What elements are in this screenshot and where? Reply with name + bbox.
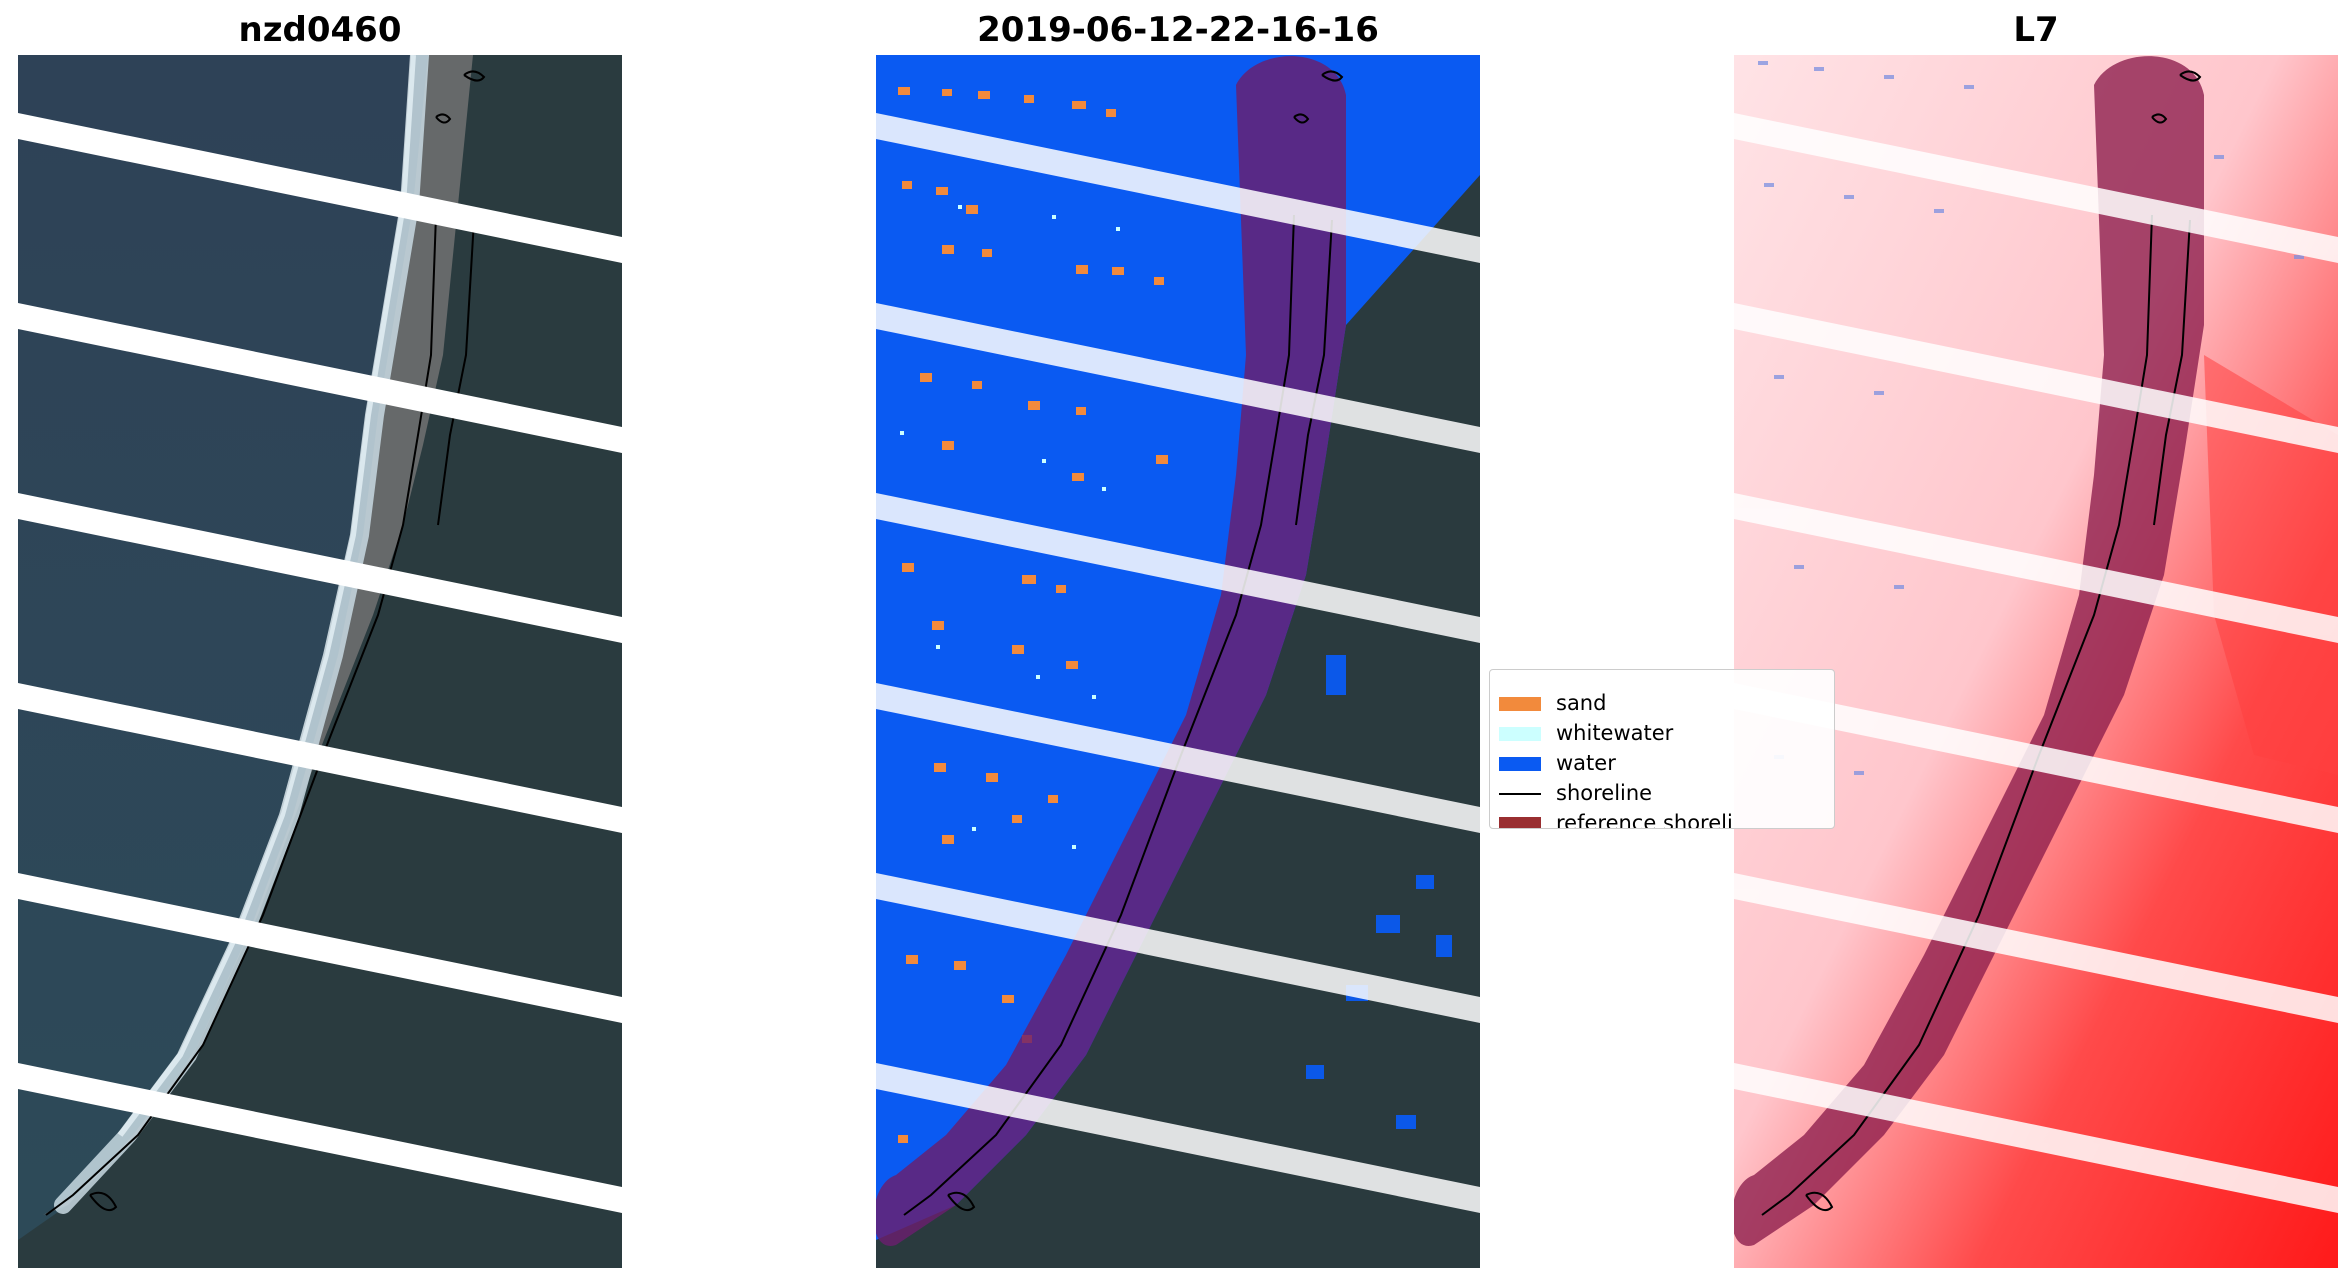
classified-image	[876, 55, 1480, 1268]
legend-item-water: water	[1490, 748, 1834, 778]
panel-title-rgb: nzd0460	[238, 10, 402, 50]
legend-item-sand: sand	[1490, 688, 1834, 718]
legend-label: sand	[1556, 691, 1607, 715]
sand-swatch	[1499, 697, 1541, 711]
scan-gaps	[18, 113, 622, 1213]
legend-label: whitewater	[1556, 721, 1674, 745]
reference-shoreline-swatch	[1499, 817, 1541, 828]
sand-pixels	[898, 87, 1168, 1143]
legend: sand whitewater water shoreline referenc…	[1489, 669, 1835, 829]
legend-item-reference-shoreline: reference shoreli	[1490, 808, 1834, 829]
legend-label: shoreline	[1556, 781, 1653, 805]
reference-shoreline-band	[876, 56, 1346, 1246]
shoreline-swatch	[1499, 793, 1541, 795]
rgb-image-panel	[18, 55, 622, 1268]
l7-index-image	[1734, 55, 2338, 1268]
legend-label: water	[1556, 751, 1616, 775]
water-swatch	[1499, 757, 1541, 771]
legend-item-whitewater: whitewater	[1490, 718, 1834, 748]
classified-image-panel	[876, 55, 1480, 1268]
panel-title-l7: L7	[2013, 10, 2059, 50]
legend-label: reference shoreli	[1556, 811, 1733, 829]
whitewater-swatch	[1499, 727, 1541, 741]
legend-item-shoreline: shoreline	[1490, 778, 1834, 808]
rgb-image	[18, 55, 622, 1268]
l7-index-panel	[1734, 55, 2338, 1268]
panel-title-classified: 2019-06-12-22-16-16	[977, 10, 1379, 50]
